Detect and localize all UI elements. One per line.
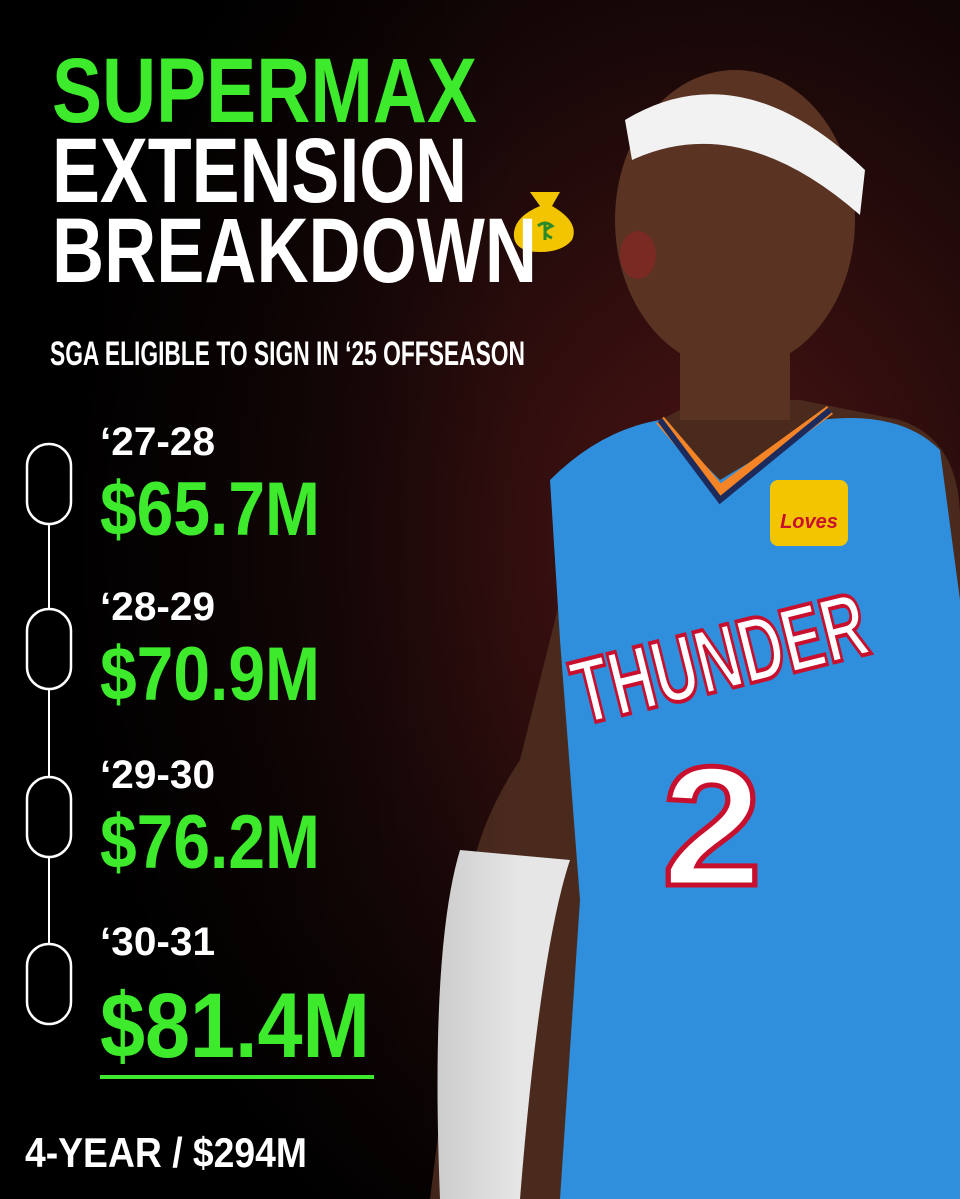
text-shade — [0, 0, 520, 1199]
amount: $70.9M — [100, 632, 320, 717]
amount: $81.4M — [100, 975, 370, 1077]
money-bag-icon — [513, 192, 574, 252]
timeline-node — [25, 942, 73, 1026]
title-line: BREAKDOWN — [52, 200, 537, 302]
season: ‘30-31 — [100, 920, 215, 964]
jersey-number: 2 — [662, 732, 762, 922]
total: 4-YEAR / $294M — [25, 1129, 307, 1176]
amount: $65.7M — [100, 467, 320, 552]
timeline-node — [25, 775, 73, 859]
timeline-node — [25, 442, 73, 526]
title-line: SUPERMAX — [52, 40, 477, 142]
season: ‘29-30 — [100, 753, 215, 797]
timeline-node — [25, 607, 73, 691]
amount: $76.2M — [100, 800, 320, 885]
season: ‘27-28 — [100, 420, 215, 464]
sponsor-logo: Loves — [780, 511, 838, 533]
player-photo: Loves THUNDER 2 — [430, 70, 960, 1199]
title-line: EXTENSION — [52, 120, 467, 222]
timeline: ‘27-28$65.7M ‘28-29$70.9M ‘29-30$76.2M ‘30-… — [25, 420, 370, 1077]
season: ‘28-29 — [100, 585, 215, 629]
subtitle: SGA ELIGIBLE TO SIGN IN ‘25 OFFSEASON — [50, 335, 525, 373]
